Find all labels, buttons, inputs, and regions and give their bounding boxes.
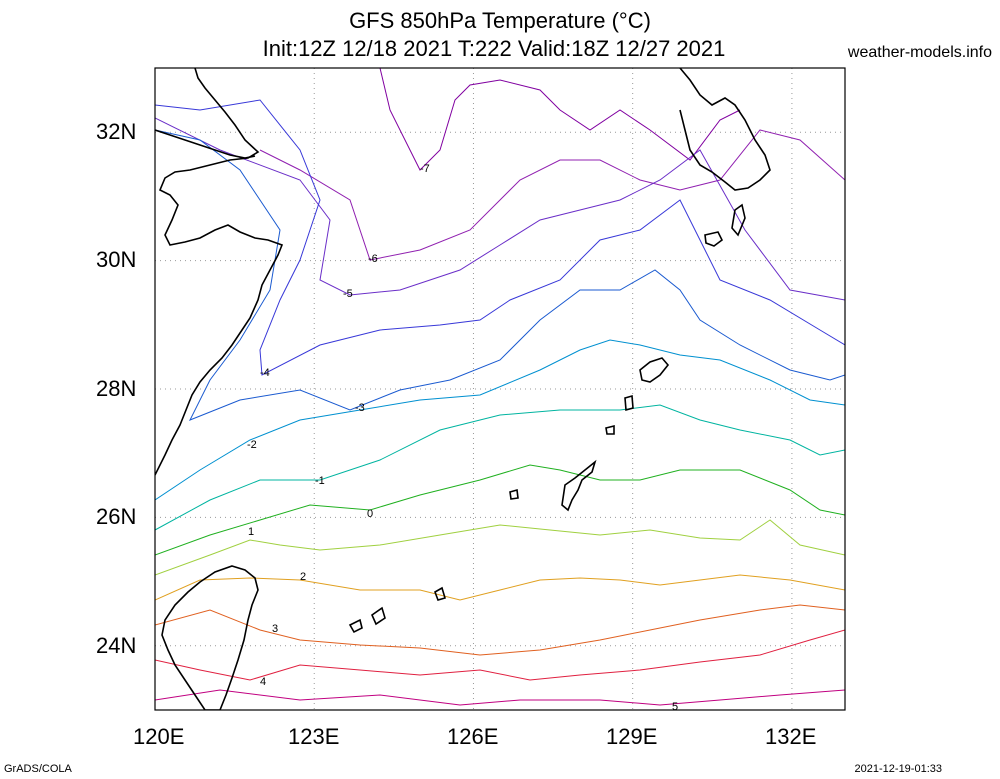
isotherm--7 xyxy=(379,68,741,171)
lon-tick-120e: 120E xyxy=(133,724,185,749)
footer-timestamp: 2021-12-19-01:33 xyxy=(854,763,942,775)
lat-tick-28n: 28N xyxy=(96,376,137,401)
isotherm--1 xyxy=(155,404,845,531)
miyako-island xyxy=(348,618,363,634)
isotherm-5 xyxy=(155,689,845,706)
contour-label: -2 xyxy=(247,439,257,451)
footer-left: GrADS/COLA xyxy=(4,763,72,775)
lon-tick-126e: 126E xyxy=(447,724,499,749)
yakushima xyxy=(704,231,724,247)
china-coastline xyxy=(155,68,284,476)
contour-label: 4 xyxy=(260,676,266,688)
ishigaki-island xyxy=(371,606,386,626)
lat-tick-30n: 30N xyxy=(96,247,137,272)
small-island-1 xyxy=(624,394,634,412)
plot-frame xyxy=(154,67,846,711)
lon-tick-132e: 132E xyxy=(765,724,817,749)
lat-tick-26n: 26N xyxy=(96,504,137,529)
tanegashima xyxy=(731,203,746,237)
isotherm--6 xyxy=(259,129,845,261)
isotherm-3 xyxy=(155,604,845,656)
contour-label: -4 xyxy=(260,367,270,379)
isotherm--5 xyxy=(155,117,845,301)
isotherm-2 xyxy=(155,574,845,601)
isotherm-0 xyxy=(155,464,845,556)
contour-label: -5 xyxy=(343,288,353,300)
contour-label: -6 xyxy=(368,253,378,265)
isotherm--3 xyxy=(155,129,845,421)
yangtze-estuary xyxy=(155,129,256,159)
contour-label: 0 xyxy=(367,508,373,520)
small-island-3 xyxy=(605,424,615,435)
credit-label: weather-models.info xyxy=(847,44,992,61)
kyushu-coast xyxy=(679,68,771,191)
daito-like-island xyxy=(434,586,446,601)
coastlines xyxy=(155,68,771,710)
chart-title: GFS 850hPa Temperature (°C) xyxy=(349,8,651,33)
amami-island xyxy=(639,357,670,383)
isotherm--4 xyxy=(155,99,845,376)
contour-label: -3 xyxy=(355,402,365,414)
okinawa-island xyxy=(561,459,597,512)
contour-label: 5 xyxy=(672,701,678,713)
contour-label: -7 xyxy=(420,163,430,175)
lon-tick-129e: 129E xyxy=(606,724,658,749)
isotherm--2 xyxy=(155,339,845,501)
lat-tick-32n: 32N xyxy=(96,119,137,144)
lon-tick-123e: 123E xyxy=(288,724,340,749)
isotherm-1 xyxy=(155,519,845,576)
contour-label: 2 xyxy=(300,571,306,583)
taiwan-coastline xyxy=(161,565,259,710)
contour-label: 3 xyxy=(272,623,278,635)
small-island-2 xyxy=(509,488,519,500)
isotherm-4 xyxy=(155,629,845,681)
chart-subtitle: Init:12Z 12/18 2021 T:222 Valid:18Z 12/2… xyxy=(262,36,726,61)
contour-label: -1 xyxy=(315,475,325,487)
contour-label: 1 xyxy=(248,526,254,538)
lat-tick-24n: 24N xyxy=(96,633,137,658)
